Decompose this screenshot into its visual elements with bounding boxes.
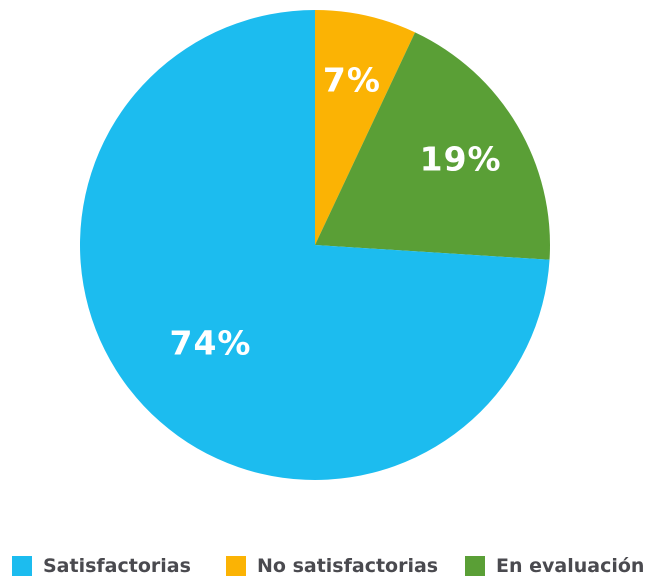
pie-slice-labels: 7% 19% 74% bbox=[170, 60, 502, 363]
slice-label-en-evaluacion: 19% bbox=[420, 139, 502, 178]
slice-label-satisfactorias: 74% bbox=[170, 324, 252, 363]
legend-label-no-satisfactorias: No satisfactorias bbox=[257, 555, 438, 577]
pie-slice-en-evaluacion bbox=[315, 32, 550, 260]
legend: Satisfactorias No satisfactorias En evalua… bbox=[12, 555, 644, 577]
legend-label-satisfactorias: Satisfactorias bbox=[43, 555, 191, 577]
legend-swatch-satisfactorias bbox=[12, 556, 32, 576]
pie-slice-no-satisfactorias bbox=[315, 10, 416, 245]
legend-swatch-en-evaluacion bbox=[465, 556, 485, 576]
slice-label-no-satisfactorias: 7% bbox=[323, 60, 381, 99]
pie-slices bbox=[79, 10, 550, 480]
pie-slice-satisfactorias bbox=[79, 10, 550, 480]
legend-swatch-no-satisfactorias bbox=[226, 556, 246, 576]
legend-label-en-evaluacion: En evaluación bbox=[496, 555, 644, 577]
